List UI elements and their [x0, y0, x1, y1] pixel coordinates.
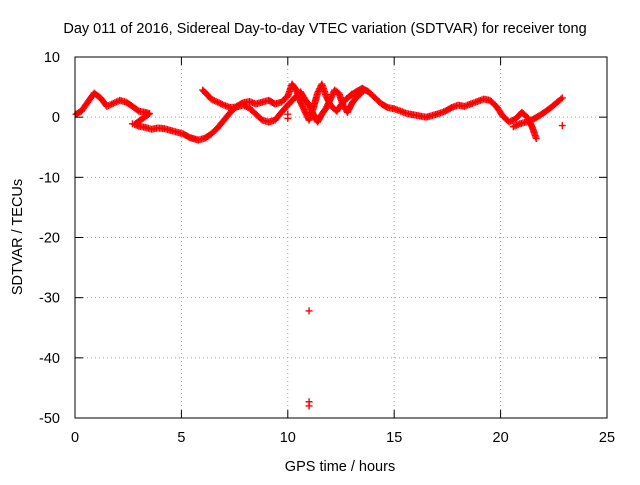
data-point [210, 97, 218, 105]
data-point [109, 99, 117, 107]
x-tick-labels: 0 5 10 15 20 25 [71, 430, 615, 446]
data-point [558, 94, 566, 102]
data-point [511, 122, 519, 130]
data-point [112, 98, 120, 106]
data-point [507, 117, 515, 125]
y-tick-label: 10 [44, 50, 60, 66]
data-point [508, 116, 516, 124]
y-tick-label: -50 [39, 411, 60, 427]
data-point [106, 101, 114, 109]
data-point [514, 121, 522, 129]
data-point [218, 100, 226, 108]
data-point [128, 120, 136, 128]
data-point [359, 87, 367, 95]
data-point [505, 118, 513, 126]
data-point [284, 110, 292, 118]
data-point [242, 103, 250, 111]
data-point [305, 307, 313, 315]
data-point [215, 99, 223, 107]
y-axis-label: SDTVAR / TECUs [10, 179, 26, 295]
data-point [217, 100, 225, 108]
data-point [557, 95, 565, 103]
x-tick-label: 10 [280, 430, 296, 446]
data-point [103, 102, 111, 110]
data-point [352, 94, 360, 102]
data-point [239, 101, 247, 109]
data-point [212, 97, 220, 105]
data-point [111, 99, 119, 107]
y-tick-label: -20 [39, 231, 60, 247]
x-tick-label: 0 [71, 430, 79, 446]
data-point [513, 121, 521, 129]
x-tick-label: 20 [493, 430, 509, 446]
data-point [209, 96, 217, 104]
x-axis-label: GPS time / hours [285, 459, 395, 475]
data-point [241, 102, 249, 110]
y-tick-label: 0 [52, 110, 60, 126]
chart-title: Day 011 of 2016, Sidereal Day-to-day VTE… [63, 21, 586, 37]
data-point [348, 90, 356, 98]
data-point [558, 122, 566, 130]
data-point [207, 95, 215, 103]
data-point [214, 98, 222, 106]
data-point [105, 102, 113, 110]
data-point [305, 402, 313, 410]
x-tick-label: 15 [386, 430, 402, 446]
data-point [532, 135, 540, 143]
y-tick-label: -10 [39, 170, 60, 186]
y-tick-label: -40 [39, 351, 60, 367]
data-point [358, 88, 366, 96]
data-points [72, 80, 566, 410]
x-tick-label: 25 [599, 430, 615, 446]
axis-ticks [74, 56, 608, 419]
grid-lines [75, 57, 607, 418]
x-tick-label: 5 [177, 430, 185, 446]
data-point [108, 100, 116, 108]
data-point [509, 123, 517, 131]
y-tick-label: -30 [39, 291, 60, 307]
y-tick-labels: -50 -40 -30 -20 -10 0 10 [39, 50, 60, 427]
